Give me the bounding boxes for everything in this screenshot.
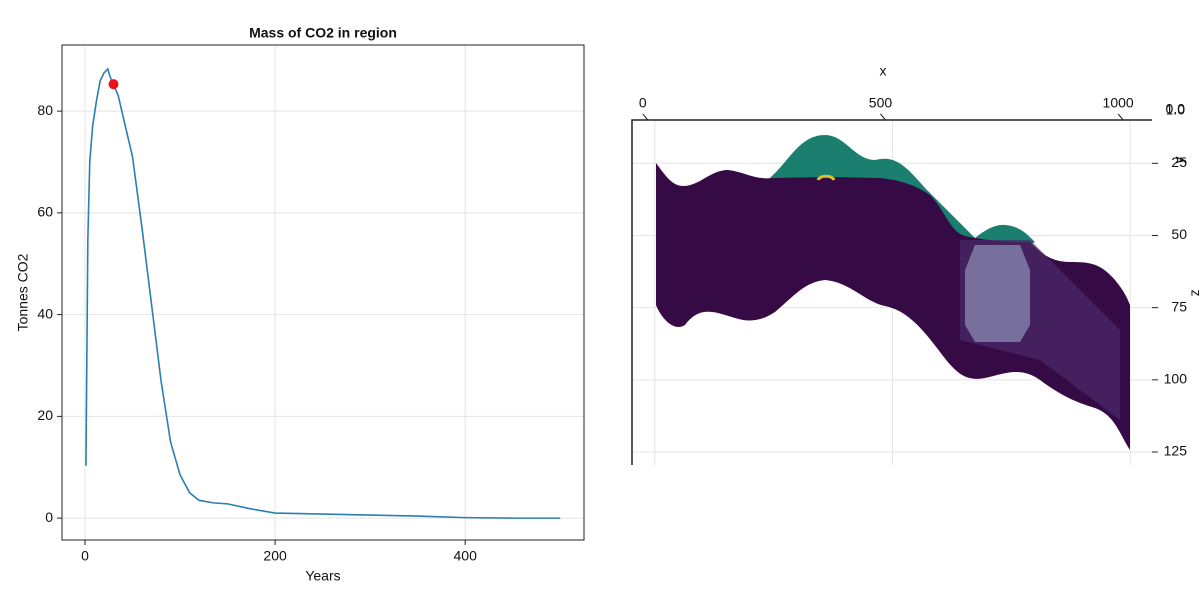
y-tick-label: 60	[37, 204, 53, 220]
x-tick	[1117, 113, 1124, 121]
ring	[816, 174, 836, 181]
y-axis-label: Tonnes CO2	[15, 253, 31, 331]
y-tick-label: 80	[37, 102, 53, 118]
purple-volume	[656, 163, 1130, 450]
x-axis-label: x	[880, 63, 887, 79]
y-tick-label: 40	[37, 305, 53, 321]
volume-art	[631, 119, 1152, 465]
data-line	[85, 67, 561, 519]
chart-title: Mass of CO2 in region	[249, 25, 397, 41]
z-tick-label: 50	[1171, 226, 1187, 242]
x-axis-label: Years	[305, 568, 340, 584]
x-tick-label: 200	[263, 548, 287, 564]
x-tick	[642, 113, 649, 121]
x-tick-label: 500	[869, 95, 893, 111]
y-tick-label: 20	[37, 407, 53, 423]
y-tick-label: 0	[45, 509, 53, 525]
x-tick	[880, 113, 886, 121]
z-axis-label: z	[1188, 290, 1200, 297]
y-tick-label: 1.0	[1166, 102, 1186, 118]
x-tick-label: 0	[639, 95, 647, 111]
x-tick-label: 0	[81, 548, 89, 564]
z-tick-label: 75	[1171, 298, 1187, 314]
axis-frame	[631, 119, 1152, 465]
y-axis-label: y	[1171, 157, 1187, 164]
z-tick-label: 100	[1164, 371, 1188, 387]
x-tick-label: 1000	[1103, 95, 1134, 111]
y-tick-label: 0.0	[1166, 101, 1186, 117]
x-tick-label: 400	[454, 548, 478, 564]
z-tick-label: 25	[1171, 154, 1187, 170]
hex-plume	[965, 245, 1030, 342]
marker-point	[108, 79, 119, 90]
plot-frame	[61, 44, 585, 541]
z-tick-label: 125	[1164, 443, 1188, 459]
